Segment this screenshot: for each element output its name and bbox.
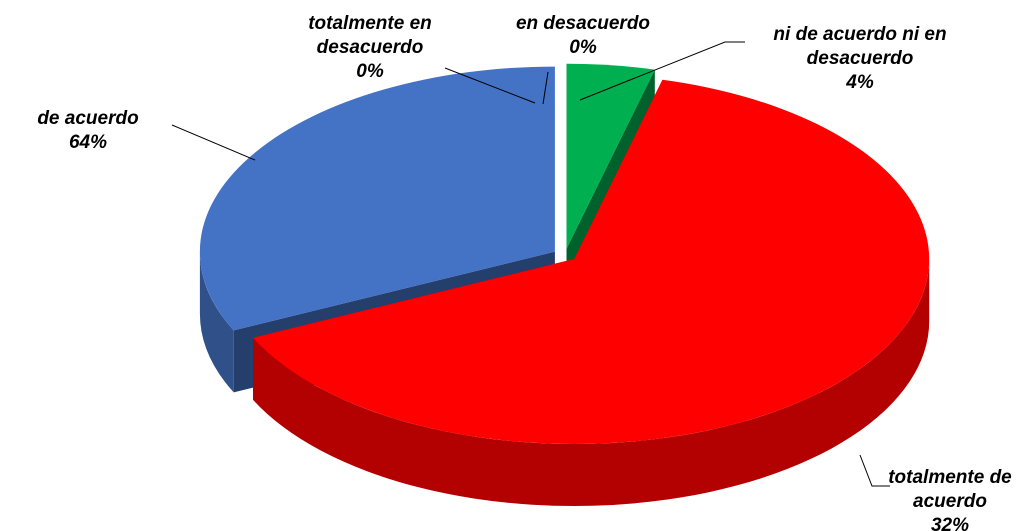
data-label: totalmente de acuerdo 32% xyxy=(880,466,1019,531)
category-label: totalmente en desacuerdo xyxy=(308,13,432,58)
data-label: totalmente en desacuerdo 0% xyxy=(290,12,450,84)
slice xyxy=(253,79,930,507)
data-label: en desacuerdo 0% xyxy=(488,12,678,60)
value-label: 32% xyxy=(930,515,970,531)
slice-side xyxy=(199,251,234,393)
leader-line xyxy=(579,41,745,101)
category-label: de acuerdo xyxy=(37,108,139,129)
leader-line xyxy=(171,124,256,161)
value-label: 0% xyxy=(356,61,384,82)
leader-line xyxy=(859,454,890,487)
data-label: ni de acuerdo ni en desacuerdo 4% xyxy=(740,23,980,95)
leader-line xyxy=(444,67,536,104)
value-label: 64% xyxy=(68,132,108,153)
category-label: totalmente de acuerdo xyxy=(888,467,1012,512)
slice-side xyxy=(253,259,930,507)
category-label: ni de acuerdo ni en desacuerdo xyxy=(773,24,947,69)
slice-top xyxy=(566,63,655,249)
category-label: en desacuerdo xyxy=(515,13,651,34)
slice-top xyxy=(253,79,930,444)
value-label: 4% xyxy=(846,72,874,93)
data-label: de acuerdo 64% xyxy=(8,107,168,155)
value-label: 0% xyxy=(569,37,597,58)
slice-top xyxy=(199,66,555,331)
leader-line xyxy=(542,71,549,105)
